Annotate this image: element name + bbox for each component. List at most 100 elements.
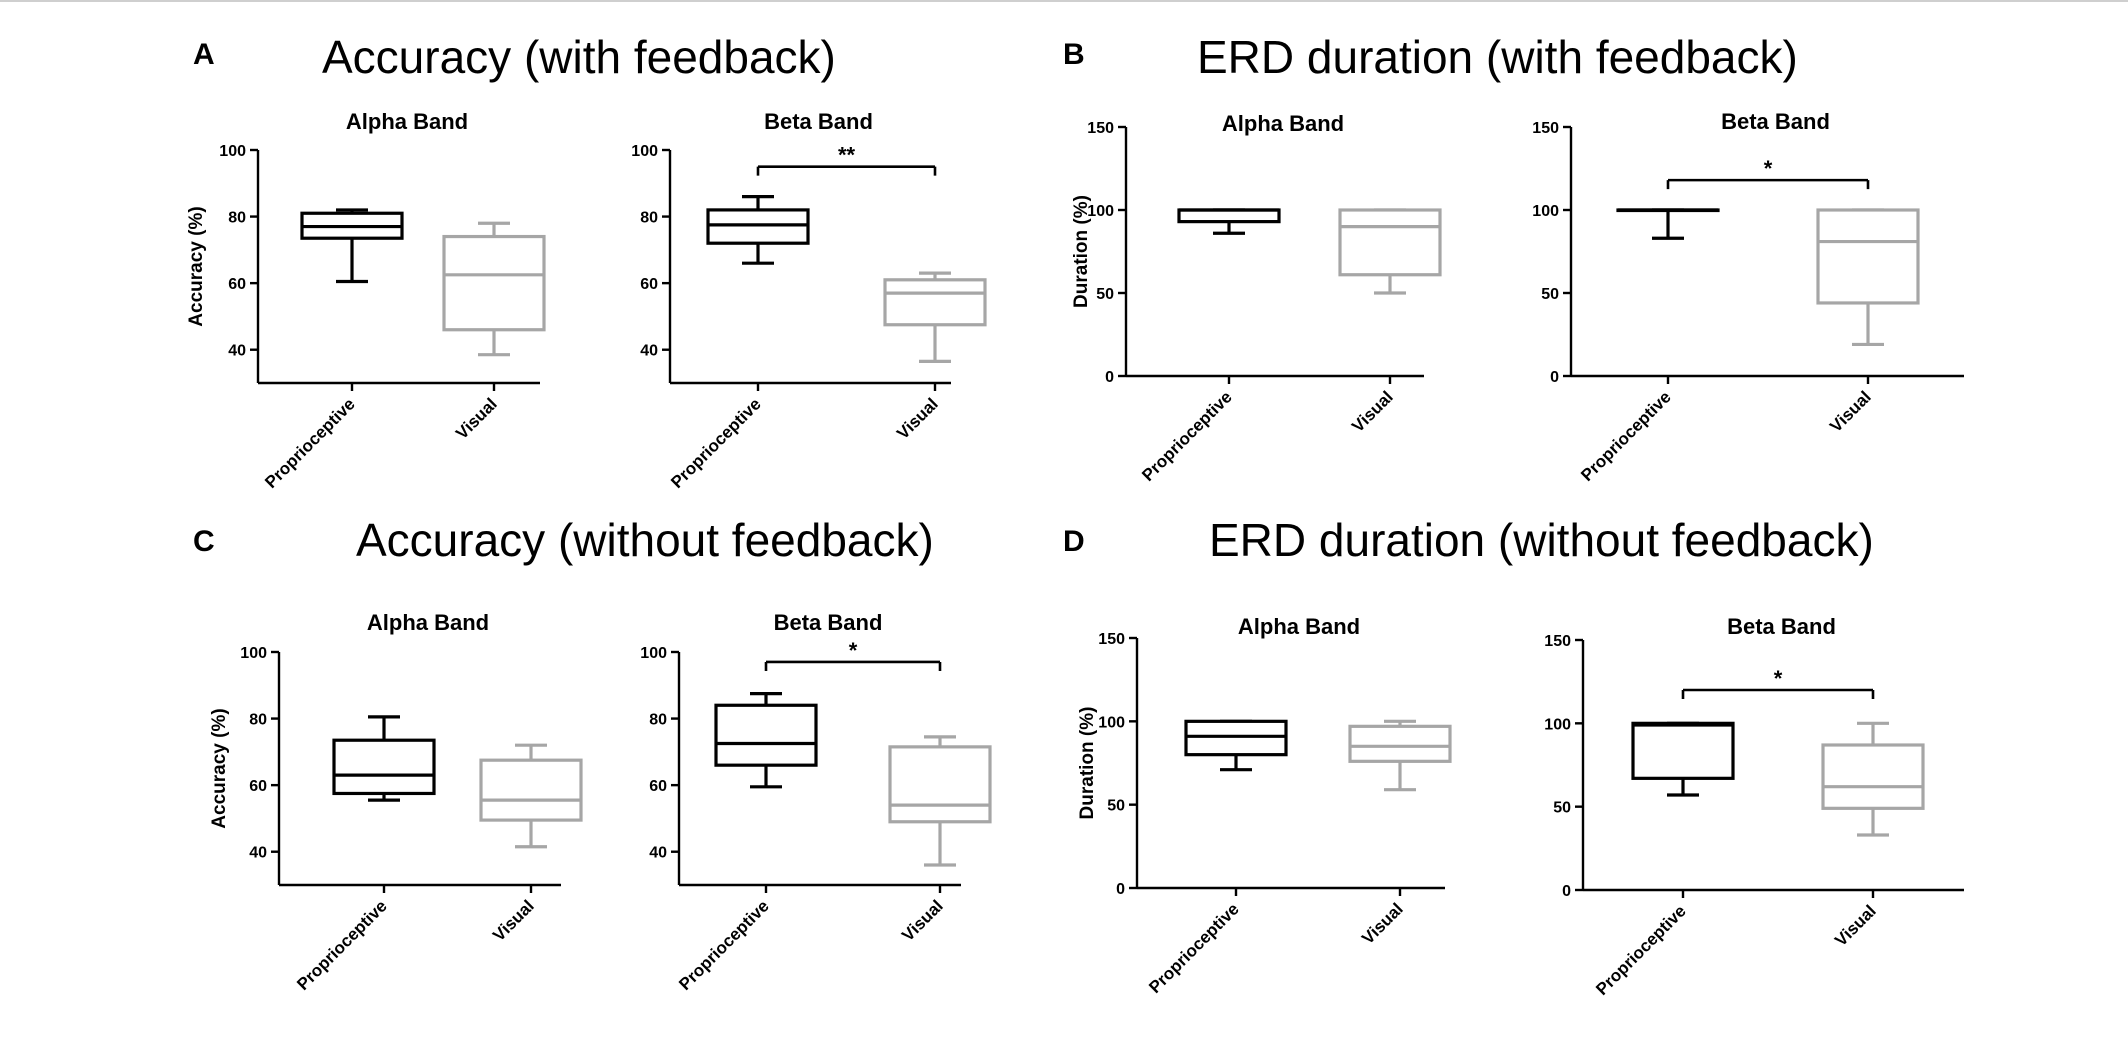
chart-a-beta-box-proprioceptive [706,195,810,265]
chart-c-beta-box-visual [888,735,992,867]
chart-d-beta-x-tick-label-visual: Visual [1831,901,1880,950]
chart-d-beta-title: Beta Band [1727,614,1836,639]
chart-c-alpha-y-tick-label: 60 [249,778,267,795]
chart-c-alpha-title: Alpha Band [367,610,489,635]
chart-c-beta-box-proprioceptive-iqr [714,703,818,767]
chart-c-beta-x-tick-label-proprioceptive: Proprioceptive [675,896,773,994]
chart-c-beta-x-tick-label-visual: Visual [898,896,947,945]
chart-a-alpha: Alpha Band 40 60 80 100 Accuracy (%) Proprioce… [186,109,546,492]
chart-c-alpha-y-tick-label: 40 [249,845,267,862]
chart-c-alpha-y-tick-label: 100 [240,645,267,662]
chart-a-beta-significance-label: ** [838,143,856,168]
chart-a-beta-box-proprioceptive-iqr [706,208,810,245]
chart-c-beta-significance-bracket [764,660,942,671]
chart-a-beta: Beta Band 40 60 80 100 Proprioceptive Visual ** [631,109,987,492]
chart-c-beta-significance-label: * [849,638,858,663]
chart-b-alpha-box-proprioceptive [1177,208,1281,235]
chart-b-alpha: Alpha Band 0 50 100 150 Duration (%) Proprioce… [1071,111,1442,485]
chart-c-alpha-y-axis-label: Accuracy (%) [209,708,230,828]
chart-d-beta-y-tick-label: 100 [1544,716,1571,733]
chart-c-alpha-box-visual-iqr [479,758,583,822]
chart-d-alpha: Alpha Band 0 50 100 150 Duration (%) Proprioce… [1077,614,1452,997]
chart-c-beta-box-proprioceptive [714,692,818,789]
chart-a-beta-significance-bracket [756,165,937,176]
chart-a-alpha-x-tick-label-visual: Visual [452,394,501,443]
chart-c-alpha: Alpha Band 40 60 80 100 Accuracy (%) Proprioce… [209,610,583,994]
chart-c-beta-y-tick-label: 100 [640,645,667,662]
chart-b-alpha-y-tick-label: 150 [1087,120,1114,137]
chart-d-alpha-y-tick-label: 100 [1098,714,1125,731]
panel-letter-b: B [1063,38,1085,71]
chart-a-alpha-y-tick-label: 100 [219,143,246,160]
chart-b-beta-box-visual-iqr [1816,208,1920,305]
chart-a-beta-title: Beta Band [764,109,873,134]
chart-b-beta: Beta Band 0 50 100 150 Proprioceptive Visual * [1532,109,1964,485]
chart-a-beta-box-visual-iqr [883,278,987,327]
chart-d-alpha-y-tick-label: 150 [1098,631,1125,648]
chart-a-beta-y-tick-label: 60 [640,276,658,293]
chart-a-alpha-x-tick-label-proprioceptive: Proprioceptive [261,394,359,492]
chart-b-beta-box-proprioceptive [1616,208,1720,240]
chart-b-alpha-y-tick-label: 100 [1087,203,1114,220]
chart-d-beta-box-visual-iqr [1821,743,1925,810]
chart-d-alpha-box-proprioceptive [1184,719,1288,772]
chart-c-beta-y-tick-label: 60 [649,778,667,795]
chart-c-alpha-x-tick-label-visual: Visual [489,896,538,945]
panel-title-b: ERD duration (with feedback) [1197,31,1798,83]
chart-d-beta-significance-bracket [1681,688,1875,699]
chart-b-beta-x-tick-label-visual: Visual [1826,387,1875,436]
chart-b-beta-title: Beta Band [1721,109,1830,134]
chart-a-beta-y-tick-label: 40 [640,343,658,360]
panel-letter-c: C [193,525,215,558]
chart-d-beta-significance-label: * [1774,666,1783,691]
panel-title-a: Accuracy (with feedback) [322,31,836,83]
chart-d-alpha-box-visual-iqr [1348,724,1452,763]
chart-b-beta-y-tick-label: 150 [1532,120,1559,137]
chart-a-alpha-y-tick-label: 80 [228,210,246,227]
chart-d-beta-box-proprioceptive-iqr [1631,721,1735,780]
chart-d-alpha-box-proprioceptive-iqr [1184,719,1288,757]
chart-c-beta-y-tick-label: 80 [649,712,667,729]
chart-d-alpha-y-tick-label: 0 [1116,881,1125,898]
chart-a-alpha-y-tick-label: 40 [228,343,246,360]
panel-title-d: ERD duration (without feedback) [1209,514,1874,566]
chart-b-alpha-y-tick-label: 0 [1105,369,1114,386]
chart-b-beta-significance-bracket [1666,178,1870,190]
chart-d-alpha-x-tick-label-proprioceptive: Proprioceptive [1145,899,1243,997]
chart-b-alpha-x-tick-label-visual: Visual [1348,387,1397,436]
chart-b-beta-y-tick-label: 0 [1550,369,1559,386]
chart-d-beta-y-tick-label: 0 [1562,883,1571,900]
chart-c-alpha-y-tick-label: 80 [249,712,267,729]
chart-c-alpha-box-proprioceptive [332,715,436,802]
chart-a-alpha-y-axis-label: Accuracy (%) [186,206,207,326]
chart-b-alpha-y-tick-label: 50 [1096,286,1114,303]
chart-b-beta-x-tick-label-proprioceptive: Proprioceptive [1577,387,1675,485]
chart-d-beta: Beta Band 0 50 100 150 Proprioceptive Visual * [1544,614,1964,999]
chart-b-alpha-box-visual-iqr [1338,208,1442,277]
chart-d-beta-y-tick-label: 150 [1544,633,1571,650]
chart-c-beta: Beta Band 40 60 80 100 Proprioceptive Visual * [640,610,992,994]
chart-a-alpha-title: Alpha Band [346,109,468,134]
chart-b-alpha-x-tick-label-proprioceptive: Proprioceptive [1138,387,1236,485]
chart-c-alpha-box-visual [479,743,583,849]
chart-d-alpha-box-visual [1348,719,1452,792]
chart-d-beta-box-visual [1821,721,1925,837]
panel-letter-d: D [1063,525,1085,558]
chart-a-beta-y-tick-label: 80 [640,210,658,227]
chart-d-beta-y-tick-label: 50 [1553,800,1571,817]
chart-a-alpha-box-proprioceptive [300,208,404,284]
chart-b-beta-significance-label: * [1764,156,1773,181]
chart-b-alpha-y-axis-label: Duration (%) [1071,195,1092,308]
panel-title-c: Accuracy (without feedback) [356,514,934,566]
panel-letter-a: A [193,38,215,71]
chart-b-beta-y-tick-label: 50 [1541,286,1559,303]
chart-d-alpha-title: Alpha Band [1238,614,1360,639]
chart-b-beta-box-visual [1816,208,1920,347]
chart-c-alpha-x-tick-label-proprioceptive: Proprioceptive [293,896,391,994]
chart-d-alpha-y-tick-label: 50 [1107,798,1125,815]
chart-a-beta-x-tick-label-proprioceptive: Proprioceptive [667,394,765,492]
chart-c-beta-title: Beta Band [774,610,883,635]
chart-a-beta-x-tick-label-visual: Visual [893,394,942,443]
